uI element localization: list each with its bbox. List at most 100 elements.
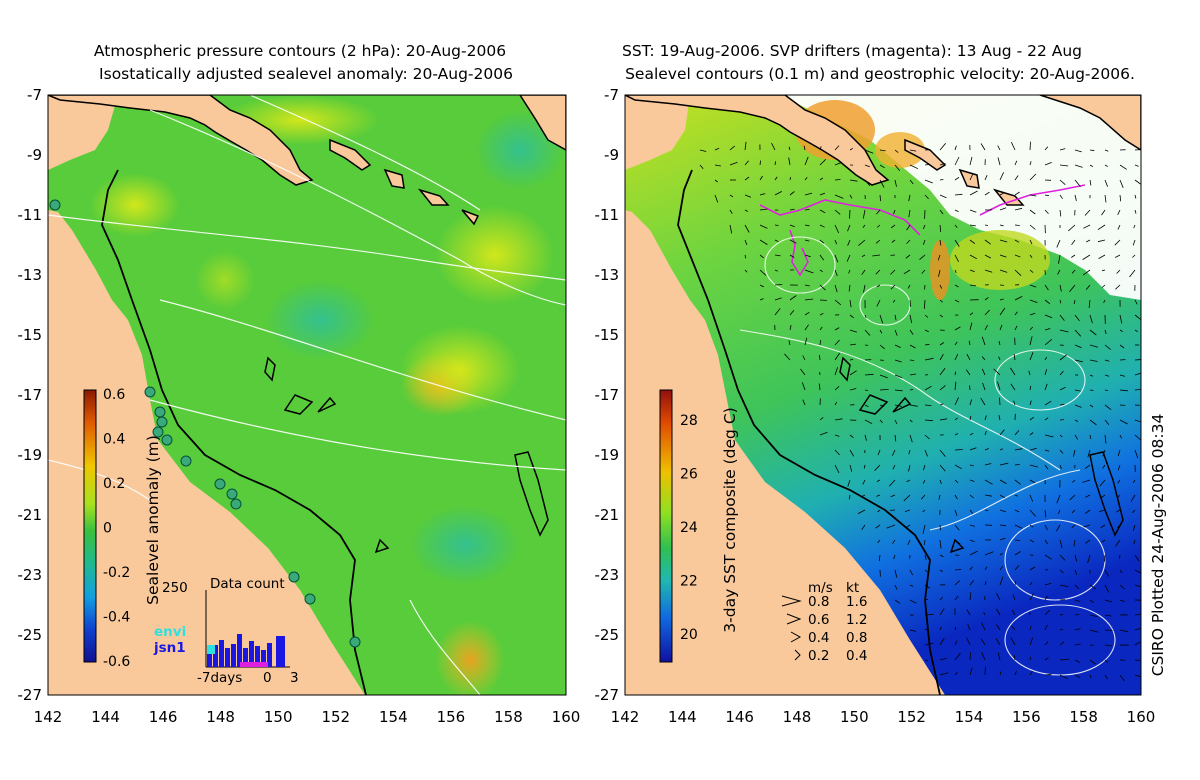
velocity-vector (744, 239, 748, 246)
right-y-tick-label: -21 (595, 506, 620, 524)
velocity-vector (999, 565, 1004, 571)
velocity-vector (1044, 299, 1051, 305)
velocity-key-arrow (781, 595, 802, 607)
velocity-vector (969, 322, 973, 331)
velocity-vector (969, 652, 971, 661)
velocity-vector (1132, 239, 1136, 246)
velocity-vector (969, 509, 974, 515)
velocity-vector (1014, 254, 1021, 258)
velocity-vector (1044, 434, 1054, 438)
velocity-vector (849, 388, 857, 391)
velocity-vector (894, 359, 902, 363)
velocity-vector (1044, 554, 1052, 560)
velocity-vector (999, 524, 1007, 527)
data-count-inset: 250 Data count envi jsn1 -7days 0 3 (153, 576, 299, 686)
left-x-tick-label: 148 (206, 708, 235, 726)
velocity-vector (879, 314, 884, 324)
velocity-vector (1104, 359, 1110, 362)
velocity-vector (1074, 359, 1083, 363)
velocity-vector (924, 569, 928, 573)
velocity-vector (729, 161, 738, 166)
velocity-vector (1058, 254, 1061, 264)
velocity-vector (858, 239, 866, 246)
velocity-vector (1089, 359, 1098, 362)
velocity-vector (1132, 524, 1136, 532)
left-x-tick-label: 154 (379, 708, 408, 726)
velocity-vector (894, 179, 897, 187)
velocity-vector (759, 193, 766, 196)
velocity-vector (784, 353, 791, 361)
velocity-vector (908, 464, 911, 472)
velocity-vector (967, 624, 971, 631)
velocity-vector (984, 325, 988, 331)
velocity-vector (876, 299, 881, 307)
right-y-tick-label: -23 (595, 566, 620, 584)
left-y-tick-label: -19 (18, 446, 43, 464)
right-x-tick-label: 158 (1069, 708, 1098, 726)
right-new-guinea-coast (625, 95, 890, 186)
velocity-vector (1089, 314, 1093, 324)
velocity-vector (1073, 449, 1076, 457)
velocity-vector (924, 179, 933, 184)
right-x-tick-label: 146 (725, 708, 754, 726)
velocity-vector (774, 297, 782, 301)
velocity-vector (1029, 224, 1036, 230)
velocity-vector (759, 284, 764, 288)
velocity-vector (1029, 625, 1032, 631)
velocity-vector (984, 309, 990, 316)
velocity-key-header-kt: kt (846, 580, 859, 596)
velocity-vector (1134, 164, 1139, 167)
velocity-vector (1059, 370, 1064, 376)
velocity-vector (714, 147, 720, 151)
velocity-vector (996, 593, 1001, 601)
velocity-vector (1044, 356, 1048, 361)
velocity-vector (1029, 299, 1038, 303)
velocity-vector (1071, 254, 1076, 258)
left-new-guinea-coast (48, 95, 314, 186)
velocity-vector (954, 626, 957, 631)
velocity-vector (834, 162, 842, 166)
velocity-vector (1074, 628, 1081, 631)
velocity-vector (1134, 641, 1141, 646)
velocity-vector (1074, 584, 1080, 590)
velocity-vector (849, 343, 856, 346)
velocity-vector (995, 638, 1001, 646)
right-x-tick-label: 154 (955, 708, 984, 726)
velocity-vector (1104, 389, 1109, 391)
velocity-vector (818, 383, 821, 391)
right-colorbar-tick-label: 28 (680, 413, 698, 429)
velocity-vector (774, 269, 778, 272)
velocity-vector (939, 596, 944, 601)
velocity-vector (939, 239, 942, 246)
velocity-vector (969, 550, 978, 556)
velocity-vector (999, 494, 1006, 499)
velocity-vector (1044, 284, 1049, 291)
velocity-vector (759, 298, 764, 301)
velocity-vector (1029, 448, 1037, 451)
velocity-vector (894, 569, 898, 578)
velocity-vector (1074, 164, 1083, 168)
velocity-vector (1083, 524, 1091, 528)
velocity-vector (1059, 314, 1065, 321)
velocity-vector (954, 209, 959, 212)
velocity-vector (1117, 479, 1121, 484)
left-islands (329, 95, 566, 226)
velocity-vector (863, 284, 866, 293)
data-count-xlabel-start: -7days (197, 670, 242, 686)
velocity-vector (984, 254, 991, 259)
velocity-vector (1084, 509, 1091, 514)
velocity-vector (1044, 338, 1053, 346)
velocity-vector (984, 239, 991, 245)
velocity-vector (999, 479, 1007, 484)
velocity-vector (1132, 509, 1136, 513)
velocity-vector (1115, 254, 1121, 258)
velocity-vector (863, 464, 866, 469)
velocity-vector (1104, 614, 1112, 617)
velocity-vector (834, 145, 840, 151)
velocity-vector (834, 386, 840, 391)
right-sst-map (625, 95, 1141, 695)
right-colorbar (659, 389, 673, 663)
velocity-vector (966, 637, 971, 646)
velocity-vector (996, 624, 1001, 631)
velocity-vector (819, 177, 824, 181)
